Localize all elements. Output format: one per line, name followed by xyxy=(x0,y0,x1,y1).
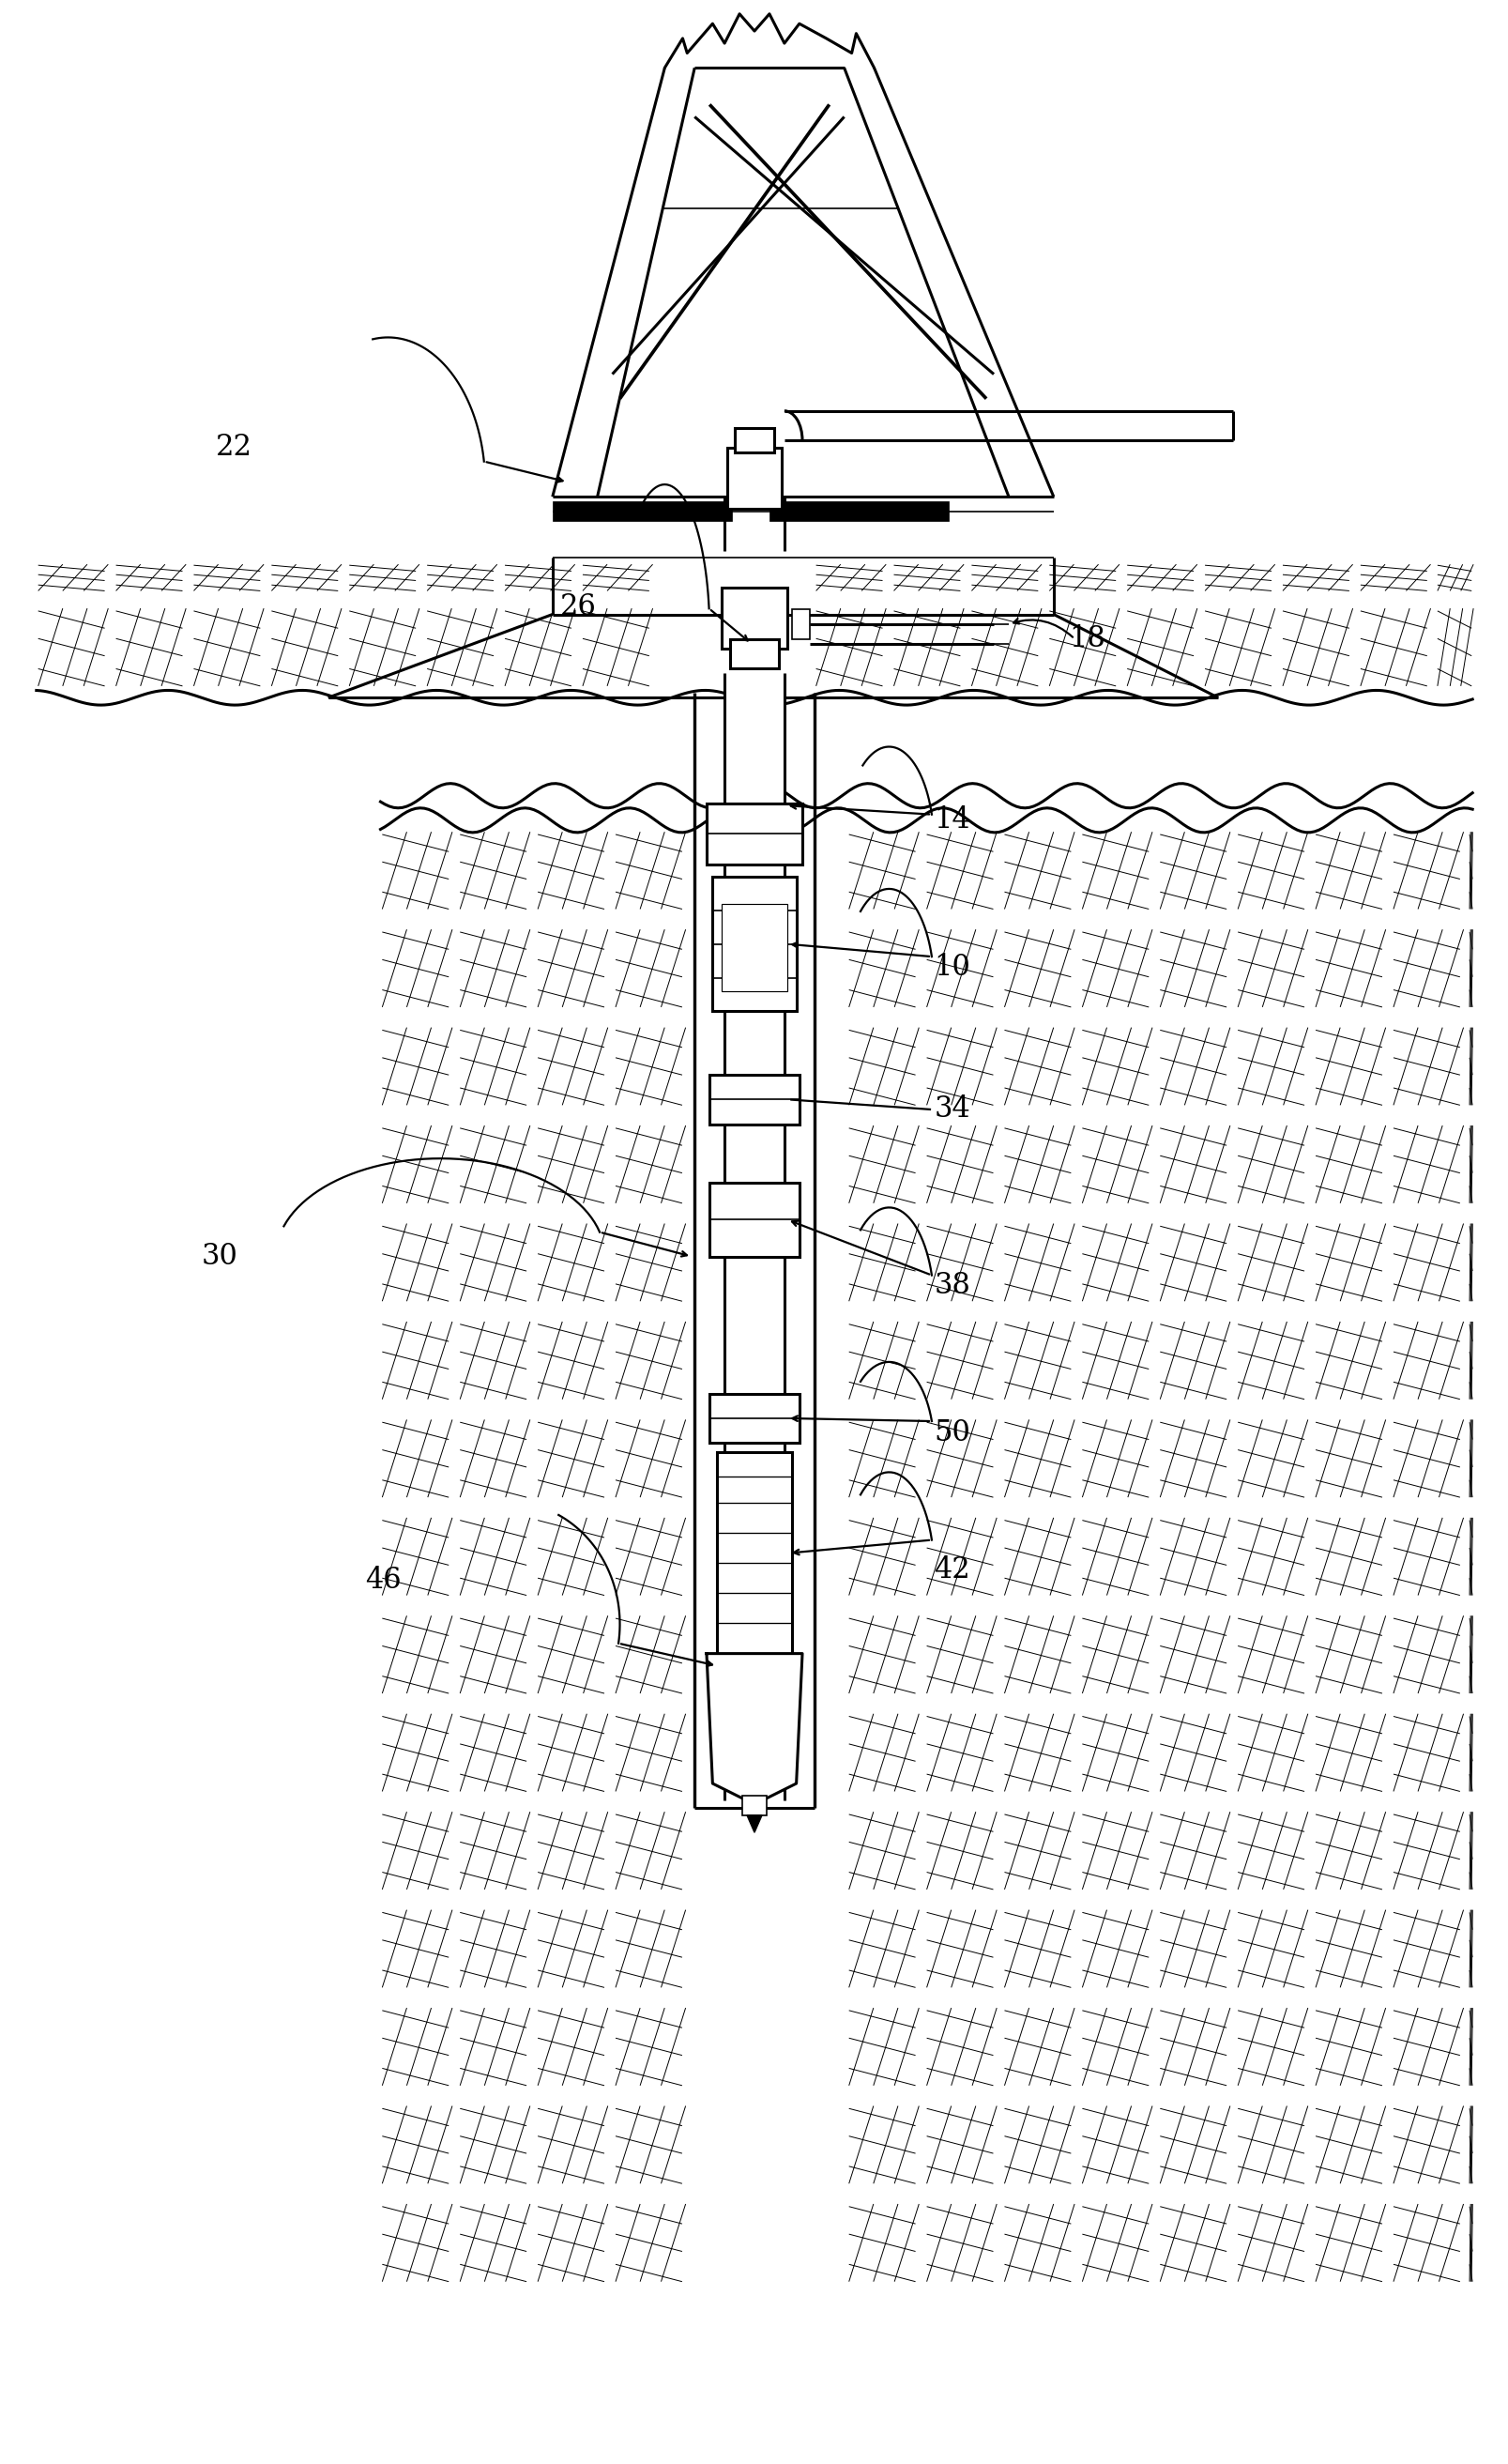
Polygon shape xyxy=(706,1653,802,1814)
Bar xyxy=(721,904,787,991)
Text: 50: 50 xyxy=(933,1419,970,1446)
Bar xyxy=(709,1183,799,1257)
Text: 26: 26 xyxy=(559,591,596,621)
Bar xyxy=(721,586,787,648)
Bar xyxy=(709,1395,799,1444)
Text: 42: 42 xyxy=(933,1555,970,1584)
Polygon shape xyxy=(746,1816,762,1833)
Bar xyxy=(706,803,802,865)
Text: 22: 22 xyxy=(216,434,252,463)
Text: 30: 30 xyxy=(201,1242,237,1271)
Text: 14: 14 xyxy=(933,806,970,835)
Text: 46: 46 xyxy=(365,1565,401,1594)
Bar xyxy=(709,1074,799,1124)
Bar xyxy=(742,1796,766,1816)
Bar xyxy=(769,503,949,522)
Bar xyxy=(730,638,778,668)
Text: 18: 18 xyxy=(1068,623,1104,653)
Bar xyxy=(734,429,774,453)
Text: 34: 34 xyxy=(933,1094,970,1124)
Text: 38: 38 xyxy=(933,1271,970,1301)
Bar xyxy=(552,503,731,522)
Bar xyxy=(716,1454,792,1653)
Bar xyxy=(727,448,781,510)
Bar xyxy=(712,877,796,1010)
Bar xyxy=(792,609,810,638)
Text: 10: 10 xyxy=(933,954,970,981)
Bar xyxy=(724,673,784,1801)
